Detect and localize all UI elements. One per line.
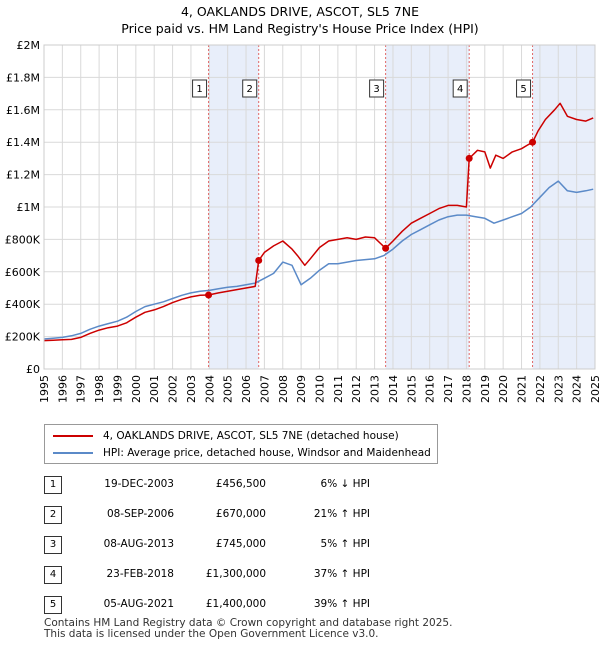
sale-date: 08-AUG-2013 bbox=[103, 538, 174, 550]
y-tick-label: £400K bbox=[5, 298, 41, 311]
y-tick-label: £1.8M bbox=[6, 71, 40, 84]
sale-row: 1 19-DEC-2003 £456,500 6% ↓ HPI bbox=[44, 476, 444, 494]
sale-number-badge: 1 bbox=[44, 476, 62, 494]
x-tick-label: 2009 bbox=[295, 375, 308, 403]
series-line-hpi bbox=[43, 180, 594, 340]
x-tick-label: 2014 bbox=[387, 375, 400, 403]
sale-date: 08-SEP-2006 bbox=[106, 508, 174, 520]
x-tick-label: 2022 bbox=[534, 375, 547, 403]
sale-hpi-change: 37% ↑ HPI bbox=[313, 568, 370, 580]
sale-row: 3 08-AUG-2013 £745,000 5% ↑ HPI bbox=[44, 536, 444, 554]
sale-point bbox=[205, 291, 213, 299]
sale-number-badge: 4 bbox=[44, 566, 62, 584]
y-tick-label: £1.2M bbox=[6, 169, 40, 182]
sale-point bbox=[382, 244, 390, 252]
sale-number-badge: 5 bbox=[44, 596, 62, 614]
sale-number-badge: 2 bbox=[44, 506, 62, 524]
sale-point bbox=[255, 256, 263, 264]
legend-item-hpi: HPI: Average price, detached house, Wind… bbox=[53, 445, 431, 461]
y-tick-label: £600K bbox=[5, 266, 41, 279]
footer-line-1: Contains HM Land Registry data © Crown c… bbox=[44, 617, 453, 629]
sale-number-box bbox=[192, 79, 208, 98]
sale-price: £456,500 bbox=[215, 478, 266, 490]
series-line-property bbox=[43, 102, 594, 342]
x-tick-label: 2018 bbox=[460, 375, 473, 403]
sale-number-box bbox=[452, 79, 468, 98]
legend: 4, OAKLANDS DRIVE, ASCOT, SL5 7NE (detac… bbox=[44, 424, 438, 464]
chart-title: 4, OAKLANDS DRIVE, ASCOT, SL5 7NE bbox=[180, 4, 419, 19]
legend-label-property: 4, OAKLANDS DRIVE, ASCOT, SL5 7NE (detac… bbox=[103, 430, 399, 442]
x-tick-label: 2021 bbox=[516, 375, 529, 403]
legend-label-hpi: HPI: Average price, detached house, Wind… bbox=[103, 447, 431, 459]
x-tick-label: 2020 bbox=[497, 375, 510, 403]
x-tick-label: 2007 bbox=[258, 375, 271, 403]
chart-subtitle: Price paid vs. HM Land Registry's House … bbox=[121, 21, 479, 36]
sale-date: 19-DEC-2003 bbox=[104, 478, 174, 490]
chart-canvas: £0 £200K £400K £600K £800K £1M £1.2M £1.4M £1.6M… bbox=[5, 39, 600, 403]
sale-number-label: 5 bbox=[520, 84, 526, 95]
sale-row: 5 05-AUG-2021 £1,400,000 39% ↑ HPI bbox=[44, 596, 444, 614]
x-tick-label: 2017 bbox=[442, 375, 455, 403]
x-tick-label: 2015 bbox=[405, 375, 418, 403]
x-tick-label: 2019 bbox=[479, 375, 492, 403]
sale-date: 05-AUG-2021 bbox=[103, 598, 174, 610]
y-tick-label: £800K bbox=[5, 233, 41, 246]
y-tick-label: £0 bbox=[26, 363, 40, 376]
sale-number-label: 3 bbox=[373, 84, 379, 95]
x-tick-label: 2006 bbox=[240, 375, 253, 403]
sale-number-badge: 3 bbox=[44, 536, 62, 554]
x-tick-label: 2013 bbox=[369, 375, 382, 403]
sale-hpi-change: 5% ↑ HPI bbox=[320, 538, 370, 550]
legend-item-property: 4, OAKLANDS DRIVE, ASCOT, SL5 7NE (detac… bbox=[53, 428, 399, 444]
sale-number-label: 1 bbox=[196, 84, 202, 95]
y-tick-label: £1.4M bbox=[6, 136, 40, 149]
sale-hpi-change: 6% ↓ HPI bbox=[320, 478, 370, 490]
x-tick-label: 2012 bbox=[350, 375, 363, 403]
x-tick-label: 2004 bbox=[203, 375, 216, 403]
y-tick-label: £200K bbox=[5, 331, 41, 344]
x-tick-label: 2000 bbox=[130, 375, 143, 403]
sale-price: £745,000 bbox=[215, 538, 266, 550]
sale-price: £1,400,000 bbox=[205, 598, 266, 610]
x-tick-label: 2003 bbox=[185, 375, 198, 403]
y-tick-label: £1M bbox=[17, 201, 41, 214]
sale-number-box bbox=[516, 79, 532, 98]
x-tick-label: 2010 bbox=[314, 375, 327, 403]
x-tick-label: 1997 bbox=[75, 375, 88, 403]
sale-point bbox=[529, 138, 537, 146]
sale-hpi-change: 39% ↑ HPI bbox=[313, 598, 370, 610]
sale-row: 4 23-FEB-2018 £1,300,000 37% ↑ HPI bbox=[44, 566, 444, 584]
legend-swatch-property bbox=[53, 435, 93, 437]
x-tick-label: 2016 bbox=[424, 375, 437, 403]
sale-number-label: 4 bbox=[457, 84, 463, 95]
sale-date: 23-FEB-2018 bbox=[106, 568, 174, 580]
x-tick-label: 2005 bbox=[222, 375, 235, 403]
sale-number-box bbox=[242, 79, 258, 98]
footer-line-2: This data is licensed under the Open Gov… bbox=[44, 628, 379, 640]
x-tick-label: 2024 bbox=[571, 375, 584, 403]
x-tick-label: 1996 bbox=[56, 375, 69, 403]
x-tick-label: 2002 bbox=[167, 375, 180, 403]
x-tick-label: 2025 bbox=[589, 375, 600, 403]
sale-row: 2 08-SEP-2006 £670,000 21% ↑ HPI bbox=[44, 506, 444, 524]
y-tick-label: £2M bbox=[17, 39, 41, 52]
sale-price: £1,300,000 bbox=[205, 568, 266, 580]
x-tick-label: 2023 bbox=[552, 375, 565, 403]
sale-price: £670,000 bbox=[215, 508, 266, 520]
sale-point bbox=[465, 154, 473, 162]
sale-number-box bbox=[369, 79, 385, 98]
x-tick-label: 2011 bbox=[332, 375, 345, 403]
x-tick-label: 1999 bbox=[111, 375, 124, 403]
x-tick-label: 1995 bbox=[38, 375, 51, 403]
x-tick-label: 2001 bbox=[148, 375, 161, 403]
plot-border bbox=[43, 44, 596, 370]
legend-swatch-hpi bbox=[53, 452, 93, 454]
y-tick-label: £1.6M bbox=[6, 104, 40, 117]
footer-attribution: Contains HM Land Registry data © Crown c… bbox=[44, 618, 452, 640]
sale-hpi-change: 21% ↑ HPI bbox=[313, 508, 370, 520]
chart-title-block: 4, OAKLANDS DRIVE, ASCOT, SL5 7NE Price … bbox=[0, 0, 600, 37]
x-tick-label: 2008 bbox=[277, 375, 290, 403]
x-tick-label: 1998 bbox=[93, 375, 106, 403]
sale-number-label: 2 bbox=[247, 84, 253, 95]
